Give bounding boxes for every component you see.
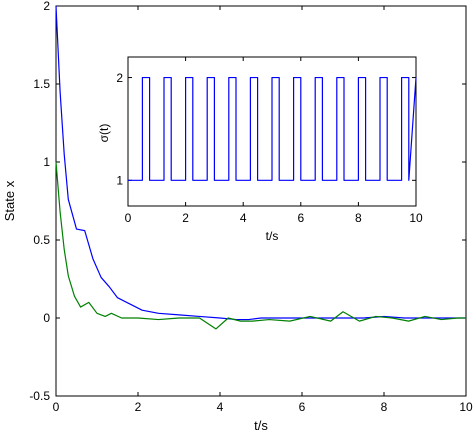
main-x-tick-label: 10 (459, 400, 473, 414)
inset-x-tick-label: 8 (355, 211, 362, 225)
main-x-tick-label: 0 (53, 400, 60, 414)
main-x-tick-label: 4 (217, 400, 224, 414)
main-y-tick-label: 0.5 (33, 233, 50, 247)
main-y-tick-label: 0 (43, 311, 50, 325)
main-y-tick-label: 1 (43, 155, 50, 169)
main-y-tick-label: -0.5 (29, 389, 50, 403)
main-y-tick-label: 1.5 (33, 77, 50, 91)
main-ticks: 0 2 4 6 8 10-0.500.511.52 (29, 0, 473, 414)
main-x-tick-label: 8 (381, 400, 388, 414)
main-series (55, 5, 466, 330)
inset-series (128, 76, 417, 181)
inset-x-tick-label: 4 (240, 211, 247, 225)
inset-x-tick-label: 6 (297, 211, 304, 225)
inset-x-axis-label: t/s (266, 229, 279, 243)
main-series-line-2 (55, 161, 466, 330)
inset-y-axis-label: σ(t) (97, 124, 111, 143)
inset-y-tick-label: 1 (116, 174, 123, 188)
inset-x-tick-label: 10 (409, 211, 423, 225)
main-y-tick-label: 2 (43, 0, 50, 13)
inset-x-tick-label: 0 (125, 211, 132, 225)
inset-x-tick-label: 2 (182, 211, 189, 225)
main-x-tick-label: 2 (135, 400, 142, 414)
inset-y-tick-label: 2 (116, 71, 123, 85)
main-x-tick-label: 6 (299, 400, 306, 414)
inset-series-line-1 (128, 76, 417, 181)
main-x-axis-label: t/s (254, 418, 268, 433)
main-y-axis-label: State x (2, 180, 17, 221)
